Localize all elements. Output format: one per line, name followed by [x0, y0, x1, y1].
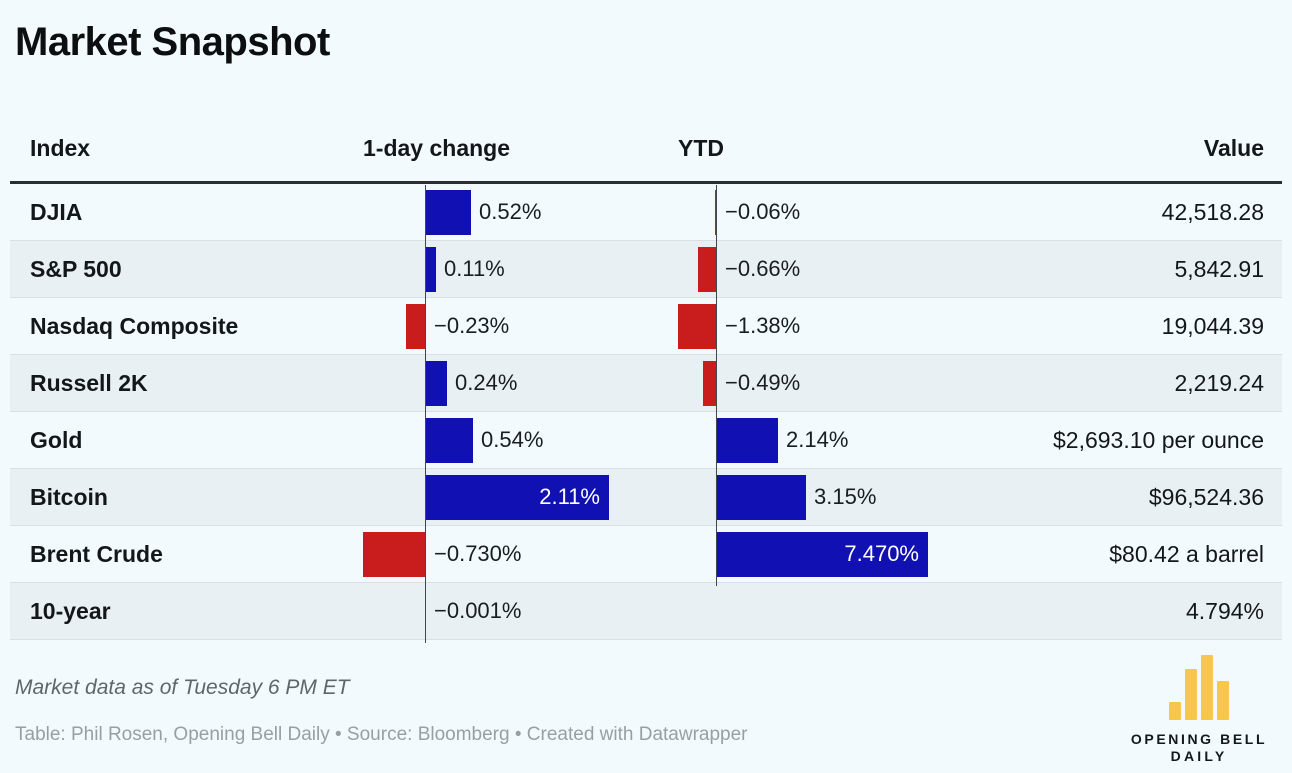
- logo-bar: [1185, 669, 1197, 720]
- day-change-value-label: 0.24%: [455, 370, 518, 395]
- day-change-value-label: 2.11%: [539, 484, 600, 509]
- index-label: 10-year: [30, 598, 111, 624]
- table-row: Gold 0.54% 2.14% $2,693.10 per ounce: [10, 412, 1282, 469]
- opening-bell-daily-logo: OPENING BELL DAILY: [1119, 650, 1279, 764]
- value-cell: 4.794%: [1185, 598, 1264, 624]
- logo-text-line2: DAILY: [1170, 748, 1228, 764]
- day-change-bar: [426, 190, 471, 235]
- day-change-value-label: 0.52%: [479, 199, 542, 224]
- index-label: DJIA: [30, 199, 83, 225]
- day-change-bar: [426, 247, 436, 292]
- index-label: Brent Crude: [30, 541, 163, 567]
- column-header-day-change: 1-day change: [363, 135, 510, 161]
- logo-bar: [1169, 702, 1181, 720]
- day-change-zero-axis: [425, 185, 426, 643]
- ytd-bar: [717, 475, 806, 520]
- logo-bar: [1201, 655, 1213, 720]
- index-label: Nasdaq Composite: [30, 313, 239, 339]
- logo-bar-chart-icon: [1169, 650, 1229, 720]
- table-row: Bitcoin 2.11% 3.15% $96,524.36: [10, 469, 1282, 526]
- value-cell: $2,693.10 per ounce: [1052, 427, 1264, 453]
- day-change-value-label: −0.23%: [434, 313, 510, 338]
- column-header-index: Index: [30, 135, 91, 161]
- table-row: Nasdaq Composite −0.23% −1.38% 19,044.39: [10, 298, 1282, 355]
- credit-line: Table: Phil Rosen, Opening Bell Daily • …: [15, 724, 748, 745]
- logo-text-line1: OPENING BELL: [1130, 731, 1268, 747]
- ytd-value-label: −0.06%: [725, 199, 801, 224]
- day-change-value-label: 0.54%: [481, 427, 544, 452]
- column-header-value: Value: [1203, 135, 1264, 161]
- ytd-bar: [717, 418, 778, 463]
- table-row: 10-year −0.001% 4.794%: [10, 583, 1282, 640]
- ytd-value-label: −0.49%: [725, 370, 801, 395]
- day-change-bar: [363, 532, 426, 577]
- ytd-bar: [698, 247, 717, 292]
- page-title: Market Snapshot: [15, 20, 330, 64]
- index-label: Gold: [30, 427, 83, 453]
- ytd-bar: [678, 304, 717, 349]
- day-change-value-label: −0.001%: [434, 598, 522, 623]
- ytd-value-label: 7.470%: [844, 541, 919, 566]
- day-change-bar: [426, 418, 473, 463]
- day-change-value-label: −0.730%: [434, 541, 522, 566]
- table-rows: DJIA 0.52% −0.06% 42,518.28 S&P 500 0.11…: [10, 184, 1282, 640]
- index-label: Bitcoin: [30, 484, 108, 510]
- day-change-value-label: 0.11%: [444, 256, 505, 281]
- ytd-bar: [703, 361, 717, 406]
- day-change-bar: [406, 304, 426, 349]
- table-row: DJIA 0.52% −0.06% 42,518.28: [10, 184, 1282, 241]
- index-label: S&P 500: [30, 256, 122, 282]
- data-as-of-note: Market data as of Tuesday 6 PM ET: [15, 676, 350, 699]
- day-change-bar: [426, 361, 447, 406]
- value-cell: $80.42 a barrel: [1109, 541, 1264, 567]
- value-cell: 2,219.24: [1174, 370, 1264, 396]
- table-row: Russell 2K 0.24% −0.49% 2,219.24: [10, 355, 1282, 412]
- ytd-value-label: −0.66%: [725, 256, 801, 281]
- ytd-zero-axis: [716, 185, 717, 586]
- value-cell: $96,524.36: [1148, 484, 1264, 510]
- ytd-value-label: 2.14%: [786, 427, 849, 452]
- value-cell: 5,842.91: [1174, 256, 1264, 282]
- ytd-value-label: 3.15%: [814, 484, 877, 509]
- ytd-value-label: −1.38%: [725, 313, 801, 338]
- table-row: Brent Crude −0.730% 7.470% $80.42 a barr…: [10, 526, 1282, 583]
- index-label: Russell 2K: [30, 370, 148, 396]
- value-cell: 19,044.39: [1161, 313, 1264, 339]
- header-rule: [10, 181, 1282, 184]
- column-header-ytd: YTD: [678, 135, 724, 161]
- day-change-bar: [426, 475, 609, 520]
- value-cell: 42,518.28: [1161, 199, 1264, 225]
- ytd-bar: [717, 532, 928, 577]
- logo-bar: [1217, 681, 1229, 720]
- table-row: S&P 500 0.11% −0.66% 5,842.91: [10, 241, 1282, 298]
